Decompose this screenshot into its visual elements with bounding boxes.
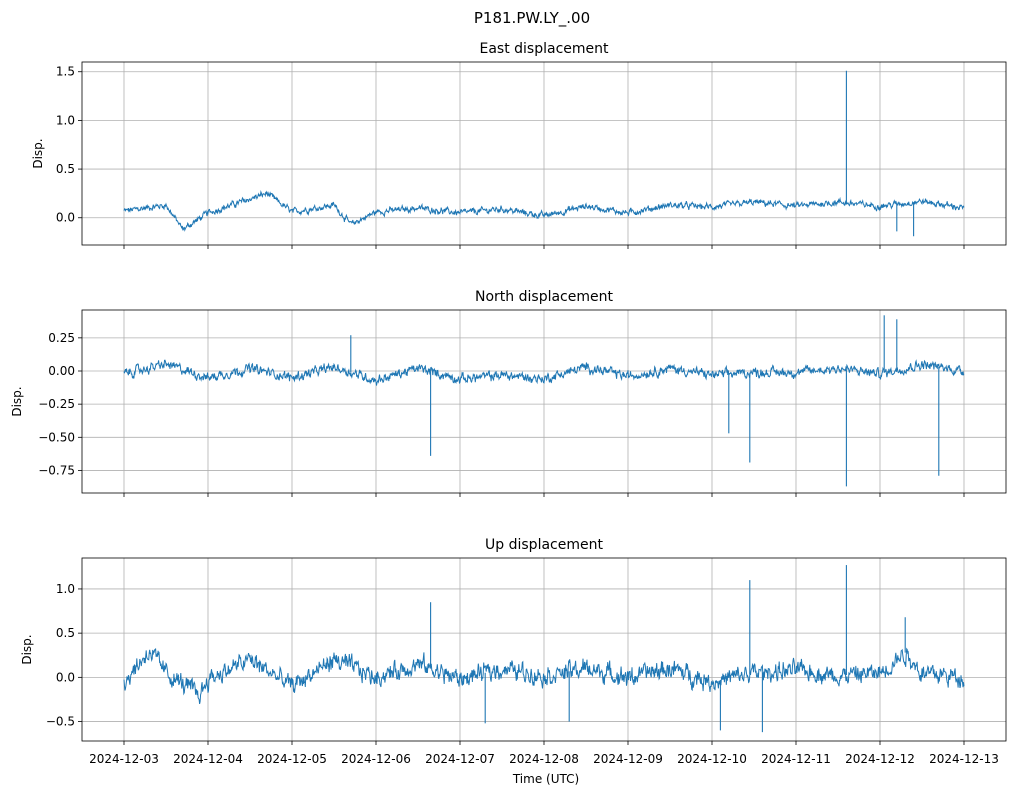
x-tick-label: 2024-12-09 bbox=[593, 752, 663, 766]
series-line bbox=[123, 647, 965, 705]
y-tick-label: 0.00 bbox=[48, 364, 75, 378]
y-tick-label: 0.5 bbox=[56, 162, 75, 176]
y-tick-label: −0.5 bbox=[46, 715, 75, 729]
y-tick-label: −0.50 bbox=[38, 430, 75, 444]
axes-frame bbox=[81, 309, 1007, 494]
x-tick-label: 2024-12-11 bbox=[761, 752, 831, 766]
y-axis-label: Disp. bbox=[10, 386, 24, 416]
subplot-3: 2024-12-03 2024-12-04 2024-12-05 2024-12-06… bbox=[20, 537, 1007, 766]
subplot-2: 0.25 0.00 −0.25 −0.50 −0.75 North displacemen… bbox=[10, 289, 1007, 497]
x-tick-label: 2024-12-06 bbox=[341, 752, 411, 766]
x-tick-label: 2024-12-05 bbox=[257, 752, 327, 766]
y-tick-label: −0.75 bbox=[38, 463, 75, 477]
subplot-1: 0.0 0.5 1.0 1.5 East displacement Disp. bbox=[31, 41, 1007, 249]
axes-frame bbox=[81, 557, 1007, 742]
y-axis-label: Disp. bbox=[20, 634, 34, 664]
x-tick-label: 2024-12-08 bbox=[509, 752, 579, 766]
subplot-title: Up displacement bbox=[485, 537, 603, 553]
x-tick-label: 2024-12-04 bbox=[173, 752, 243, 766]
x-axis-label: Time (UTC) bbox=[512, 772, 579, 786]
x-tick-label: 2024-12-03 bbox=[89, 752, 159, 766]
subplot-title: East displacement bbox=[479, 41, 609, 57]
subplot-title: North displacement bbox=[475, 289, 613, 305]
y-tick-label: 0.5 bbox=[56, 626, 75, 640]
y-tick-label: 0.25 bbox=[48, 331, 75, 345]
x-tick-label: 2024-12-10 bbox=[677, 752, 747, 766]
x-tick-label: 2024-12-13 bbox=[929, 752, 999, 766]
x-tick-label: 2024-12-12 bbox=[845, 752, 915, 766]
y-tick-label: 1.5 bbox=[56, 65, 75, 79]
y-tick-label: −0.25 bbox=[38, 397, 75, 411]
x-tick-label: 2024-12-07 bbox=[425, 752, 495, 766]
y-tick-label: 1.0 bbox=[56, 582, 75, 596]
series-line bbox=[123, 359, 965, 386]
series-line bbox=[123, 190, 965, 232]
axes-frame bbox=[81, 61, 1007, 246]
figure-suptitle: P181.PW.LY_.00 bbox=[474, 9, 590, 28]
y-tick-label: 0.0 bbox=[56, 670, 75, 684]
y-axis-label: Disp. bbox=[31, 138, 45, 168]
y-tick-label: 1.0 bbox=[56, 113, 75, 127]
y-tick-label: 0.0 bbox=[56, 211, 75, 225]
